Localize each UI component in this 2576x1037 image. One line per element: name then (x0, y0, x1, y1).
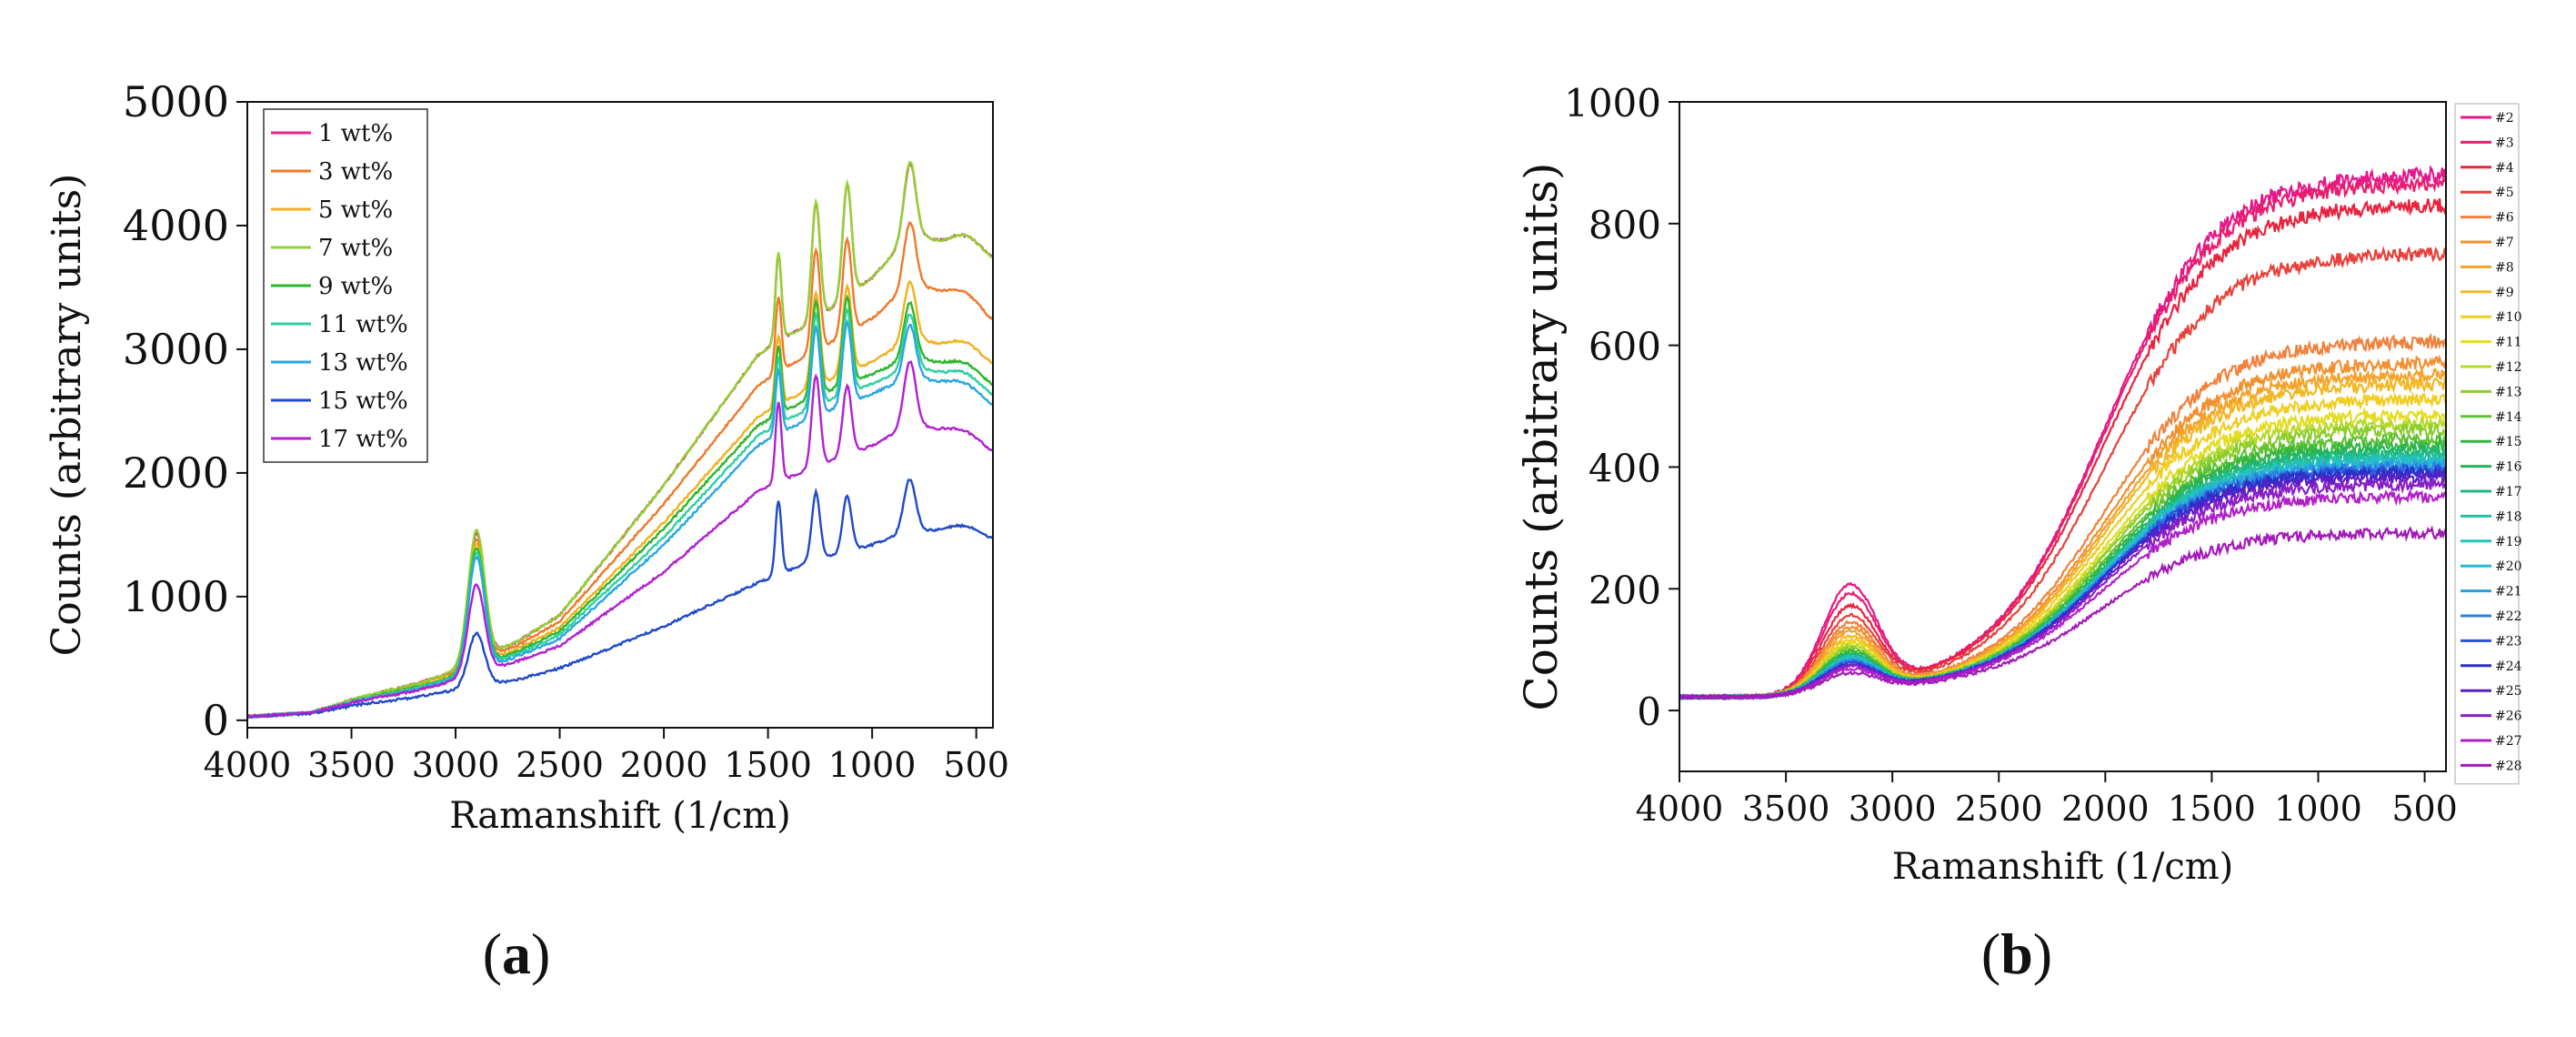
y-tick-label-a: 0 (203, 696, 229, 745)
legend-label-b: #25 (2495, 684, 2522, 699)
legend-label-b: #3 (2495, 136, 2514, 150)
y-tick-label-b: 200 (1589, 568, 1661, 612)
x-tick-label-b: 1500 (2168, 789, 2256, 829)
x-tick-label-a: 4000 (204, 745, 292, 785)
legend-label-b: #7 (2495, 236, 2514, 250)
legend-label-a: 5 wt% (318, 196, 393, 224)
legend-label-b: #26 (2495, 710, 2522, 724)
series-line-b (1679, 354, 2448, 700)
series-lines-b (1679, 165, 2448, 701)
series-line-b (1679, 525, 2448, 701)
legend-b: #2 #3 #4 #5 #6 #7 #8 #9 #10 #11 #12 #13 #14 #15 #16 #17… (2454, 103, 2522, 785)
x-tick-label-a: 500 (943, 745, 1009, 785)
x-tick-label-b: 1000 (2274, 789, 2362, 829)
legend-label-b: #4 (2495, 161, 2514, 176)
legend-label-a: 17 wt% (318, 426, 408, 453)
y-tick-label-b: 1000 (1564, 81, 1661, 126)
y-tick-label-b: 0 (1637, 690, 1661, 734)
x-tick-label-a: 3500 (307, 745, 396, 785)
y-tick-label-a: 4000 (123, 201, 229, 250)
x-tick-label-b: 3000 (1849, 789, 1937, 829)
x-tick-label-a: 3000 (412, 745, 500, 785)
legend-label-b: #2 (2495, 111, 2514, 126)
panel-letter-a: a (502, 921, 531, 986)
series-lines-a (246, 160, 994, 720)
legend-label-a: 11 wt% (318, 311, 408, 338)
legend-label-b: #10 (2495, 310, 2522, 325)
legend-label-b: #23 (2495, 634, 2522, 649)
y-tick-label-a: 5000 (123, 77, 229, 126)
legend-label-b: #6 (2495, 211, 2514, 226)
legend-label-b: #8 (2495, 260, 2514, 275)
x-tick-label-a: 1500 (724, 745, 812, 785)
legend-label-b: #14 (2495, 410, 2522, 425)
series-line-b (1679, 376, 2447, 701)
x-tick-label-b: 2500 (1955, 789, 2043, 829)
legend-label-b: #28 (2495, 759, 2522, 773)
legend-label-b: #17 (2495, 485, 2522, 499)
chart-panel-b: 4000 3500 3000 2500 2000 1500 1000 500 0 200 400 60… (1515, 81, 2522, 986)
y-axis-label-a: Counts (arbitrary units) (44, 174, 90, 657)
series-line-b (1679, 458, 2447, 701)
legend-label-a: 9 wt% (318, 273, 393, 300)
x-tick-label-b: 4000 (1636, 789, 1724, 829)
x-tick-label-a: 2000 (620, 745, 708, 785)
legend-label-b: #18 (2495, 509, 2522, 524)
legend-label-a: 15 wt% (318, 388, 408, 415)
series-line-b (1679, 415, 2447, 700)
legend-label-b: #21 (2495, 585, 2522, 599)
series-line-b (1679, 165, 2448, 700)
panel-label-b: (b) (1981, 921, 2052, 986)
x-tick-label-b: 500 (2391, 789, 2458, 829)
legend-label-b: #5 (2495, 186, 2514, 200)
legend-label-b: #11 (2495, 336, 2522, 350)
legend-a: 1 wt% 3 wt% 5 wt% 7 wt% 9 wt% 11 wt% 13 wt% 15 … (263, 108, 428, 463)
series-line-b (1679, 456, 2447, 701)
legend-label-a: 13 wt% (318, 349, 408, 377)
legend-label-b: #22 (2495, 609, 2522, 624)
legend-label-b: #13 (2495, 385, 2522, 399)
legend-label-a: 3 wt% (318, 158, 393, 186)
x-tick-label-a: 2500 (516, 745, 604, 785)
axes-b: 4000 3500 3000 2500 2000 1500 1000 500 0 200 400 60… (1564, 81, 2458, 829)
legend-label-b: #16 (2495, 460, 2522, 475)
legend-label-a: 7 wt% (318, 235, 393, 262)
y-tick-label-a: 1000 (123, 572, 229, 621)
legend-label-b: #20 (2495, 559, 2522, 574)
y-tick-label-b: 800 (1589, 203, 1661, 247)
legend-label-b: #12 (2495, 360, 2522, 375)
y-tick-label-b: 600 (1589, 325, 1661, 369)
x-axis-label-a: Ramanshift (1/cm) (449, 795, 791, 837)
x-tick-label-b: 3500 (1742, 789, 1830, 829)
series-line-b (1679, 197, 2448, 700)
x-axis-label-b: Ramanshift (1/cm) (1892, 846, 2234, 888)
legend-label-b: #27 (2495, 734, 2522, 749)
y-axis-label-b: Counts (arbitrary units) (1515, 162, 1568, 710)
y-tick-label-a: 3000 (123, 325, 229, 374)
y-tick-label-a: 2000 (123, 448, 229, 498)
series-line-b (1679, 332, 2447, 700)
legend-label-b: #24 (2495, 659, 2522, 674)
plot-frame-a (246, 101, 994, 729)
series-line-a (246, 360, 993, 719)
x-tick-label-b: 2000 (2061, 789, 2150, 829)
x-tick-label-a: 1000 (828, 745, 917, 785)
legend-label-b: #9 (2495, 286, 2514, 300)
series-line-a (246, 478, 994, 720)
y-tick-label-b: 400 (1589, 446, 1661, 490)
plot-frame-b (1679, 101, 2447, 772)
panel-letter-b: b (2000, 921, 2033, 986)
panel-label-a: (a) (483, 921, 551, 986)
legend-label-b: #15 (2495, 435, 2522, 449)
axes-a: 4000 3500 3000 2500 2000 1500 1000 500010002000… (123, 77, 1009, 785)
legend-label-a: 1 wt% (318, 120, 393, 147)
series-line-b (1679, 175, 2446, 700)
series-line-b (1679, 452, 2447, 700)
chart-panel-a: 4000 3500 3000 2500 2000 1500 1000 500010002000… (44, 77, 1009, 986)
legend-label-b: #19 (2495, 535, 2522, 549)
